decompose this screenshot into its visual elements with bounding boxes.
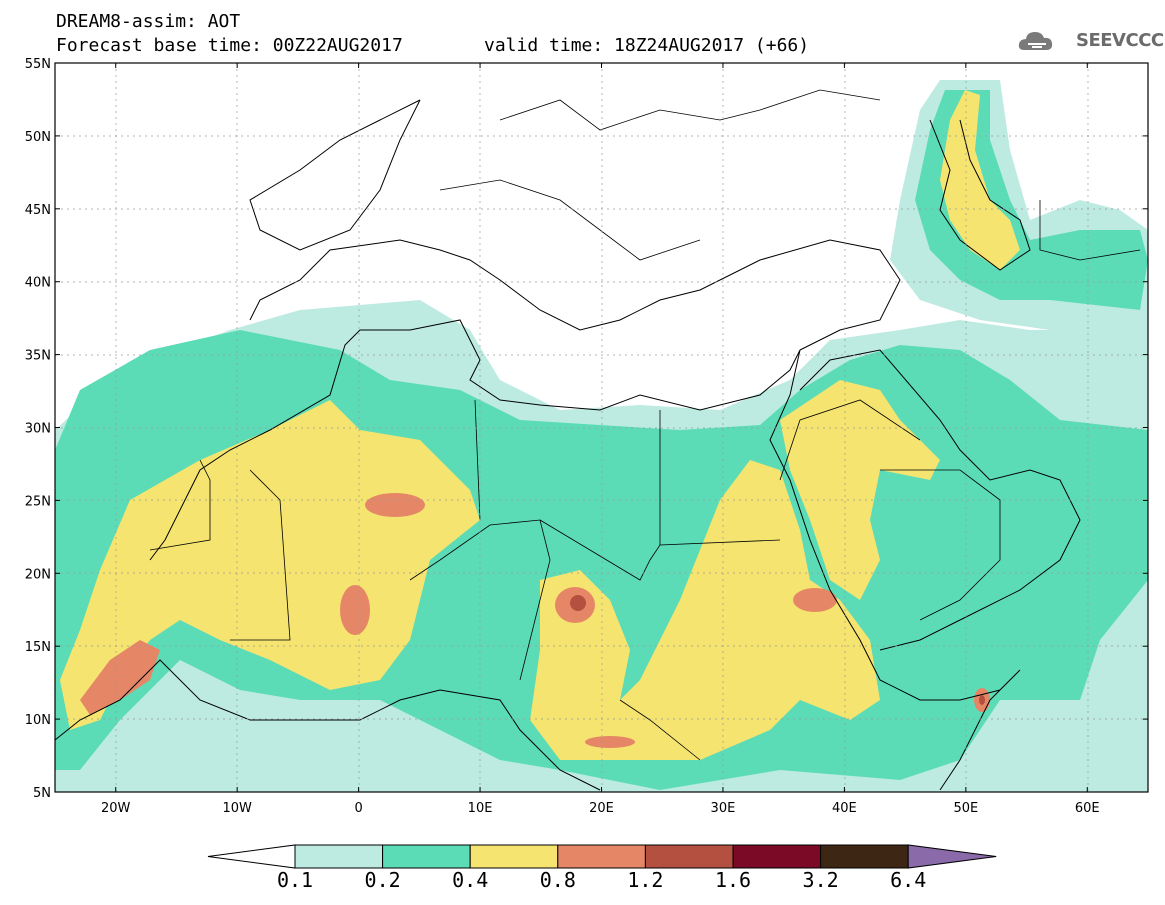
colorbar-box [294, 844, 384, 869]
lon-tick-label: 10E [468, 801, 493, 816]
coastlines [55, 99, 1081, 791]
colorbar-box [732, 844, 822, 869]
colorbar-box [382, 844, 471, 869]
lat-tick-label: 45N [25, 203, 51, 218]
colorbar-level-label: 0.2 [364, 868, 401, 892]
lat-tick-label: 55N [25, 57, 51, 72]
gridlines [55, 63, 1148, 792]
seevccc-logo-text: SEEVCCC [1076, 30, 1164, 51]
lat-tick-label: 40N [25, 276, 51, 291]
colorbar-level-label: 3.2 [802, 868, 839, 892]
lat-tick-label: 5N [33, 786, 51, 801]
aot-band-0.4-arabia [780, 380, 940, 600]
colorbar [207, 844, 997, 869]
colorbar-level-label: 1.2 [627, 868, 664, 892]
lon-tick-label: 20W [101, 801, 131, 816]
lat-tick-label: 20N [25, 567, 51, 582]
aot-band-0.4-central [530, 460, 880, 760]
colorbar-level-label: 0.1 [276, 868, 314, 892]
forecast-base-time: Forecast base time: 00Z22AUG2017 [56, 35, 403, 56]
aot-band-1.2-somalia [979, 695, 985, 705]
colorbar-over-triangle [907, 844, 997, 869]
colorbar-box [644, 844, 734, 869]
aot-band-1.2-chad [570, 595, 586, 611]
aot-band-0.8-mali [365, 493, 425, 517]
cloud-logo-icon [1018, 32, 1053, 50]
lon-tick-label: 60E [1075, 801, 1100, 816]
aot-band-0.8-south [585, 736, 635, 748]
lon-tick-label: 30E [711, 801, 736, 816]
lon-tick-label: 0 [354, 801, 362, 816]
lon-tick-label: 10W [222, 801, 252, 816]
colorbar-box [820, 844, 909, 869]
lon-tick-label: 20E [589, 801, 614, 816]
colorbar-box [469, 844, 559, 869]
aot-band-0.8-niger [340, 585, 370, 635]
aot-band-0.8-coast [80, 640, 160, 715]
map-title: DREAM8-assim: AOT [56, 11, 241, 32]
aot-band-0.8-sudan [793, 588, 837, 612]
lat-tick-label: 10N [25, 713, 51, 728]
aot-band-0.4 [60, 400, 480, 730]
colorbar-level-label: 0.8 [539, 868, 576, 892]
colorbar-level-label: 1.6 [714, 868, 752, 892]
borders [149, 89, 1141, 761]
lon-tick-label: 50E [953, 801, 978, 816]
lat-tick-label: 25N [25, 494, 51, 509]
colorbar-box [557, 844, 646, 869]
lat-tick-label: 15N [25, 640, 51, 655]
axis-ticks: 20W 10W 0 10E 20E 30E 40E 50E 60E 55N 50N 45N 40N 35N… [25, 57, 1148, 816]
lat-tick-label: 50N [25, 130, 51, 145]
valid-time: valid time: 18Z24AUG2017 (+66) [484, 35, 810, 56]
colorbar-level-label: 6.4 [890, 868, 927, 892]
lat-tick-label: 35N [25, 349, 51, 364]
lon-tick-label: 40E [832, 801, 857, 816]
colorbar-level-label: 0.4 [452, 868, 489, 892]
colorbar-under-triangle [207, 844, 296, 869]
aot-field [55, 63, 1148, 792]
lat-tick-label: 30N [25, 422, 51, 437]
